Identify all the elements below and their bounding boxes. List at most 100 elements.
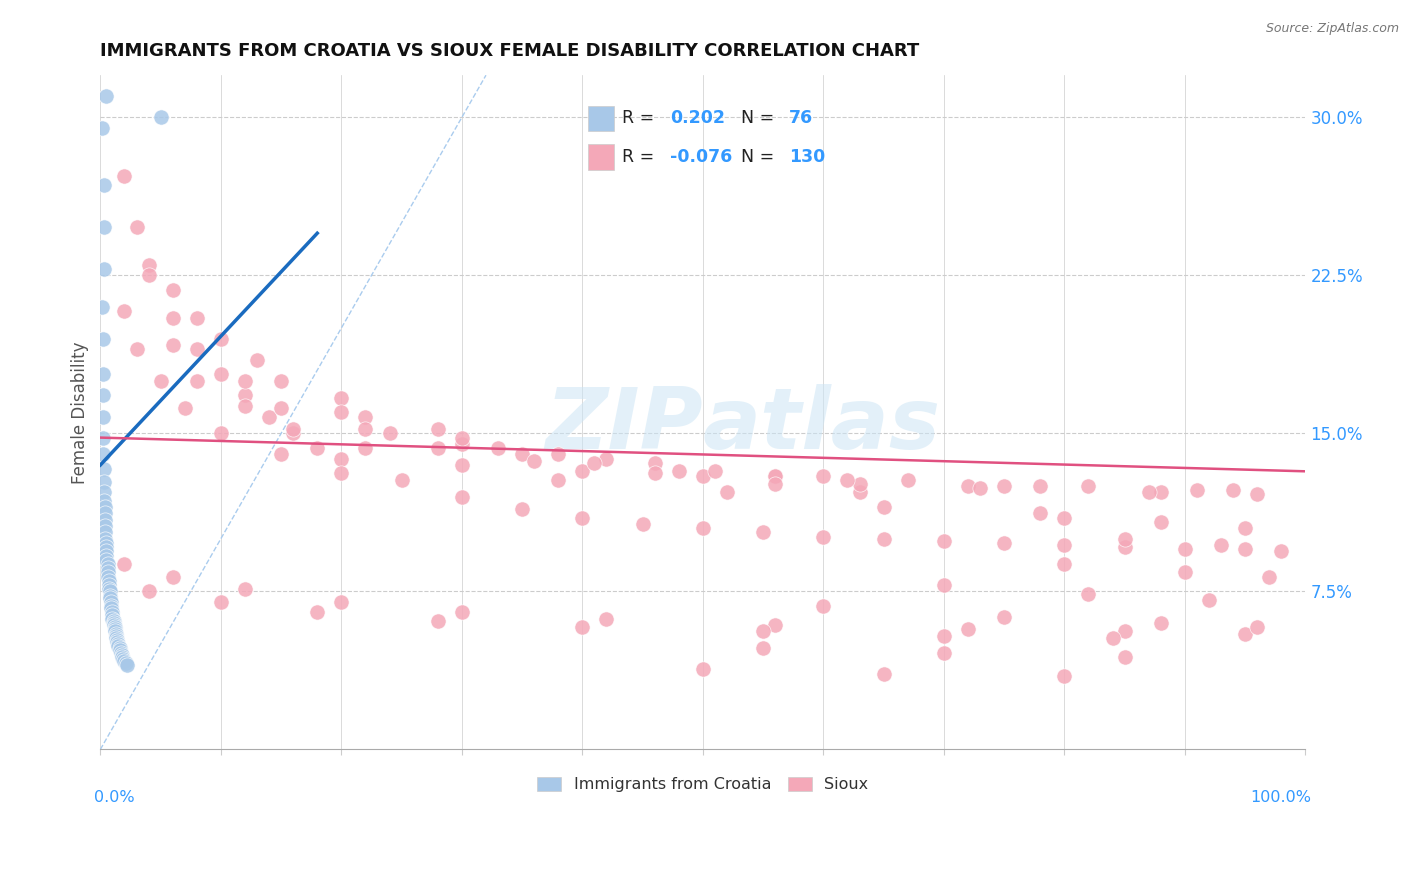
Point	[93, 47, 115, 62]
Text: IMMIGRANTS FROM CROATIA VS SIOUX FEMALE DISABILITY CORRELATION CHART: IMMIGRANTS FROM CROATIA VS SIOUX FEMALE …	[100, 42, 920, 60]
Y-axis label: Female Disability: Female Disability	[72, 341, 89, 483]
Point	[91, 447, 114, 461]
Point	[631, 516, 654, 531]
Point	[1222, 483, 1244, 498]
Point	[354, 422, 377, 436]
Point	[644, 456, 666, 470]
Point	[426, 422, 449, 436]
Point	[1029, 507, 1052, 521]
Point	[93, 219, 115, 234]
Point	[103, 618, 125, 632]
Point	[523, 454, 546, 468]
Point	[1270, 544, 1292, 558]
Point	[114, 656, 136, 670]
Point	[1053, 557, 1076, 571]
Point	[96, 544, 118, 558]
Point	[149, 374, 172, 388]
Point	[956, 623, 979, 637]
Text: atlas: atlas	[703, 384, 941, 467]
Point	[571, 510, 593, 524]
Point	[173, 401, 195, 416]
Point	[1053, 538, 1076, 552]
Point	[209, 332, 232, 346]
Point	[97, 569, 120, 583]
Point	[114, 304, 136, 318]
Point	[97, 557, 120, 571]
Point	[138, 268, 160, 283]
Point	[138, 584, 160, 599]
Point	[107, 639, 129, 653]
Point	[993, 536, 1015, 550]
Point	[595, 612, 617, 626]
Point	[138, 258, 160, 272]
Point	[149, 111, 172, 125]
Point	[233, 399, 256, 413]
Point	[107, 637, 129, 651]
Point	[872, 666, 894, 681]
Point	[1174, 542, 1197, 557]
Text: Source: ZipAtlas.com: Source: ZipAtlas.com	[1265, 22, 1399, 36]
Point	[110, 646, 132, 660]
Point	[257, 409, 280, 424]
Point	[703, 464, 725, 478]
Point	[94, 500, 117, 515]
Point	[90, 300, 112, 314]
Point	[114, 557, 136, 571]
Point	[450, 437, 472, 451]
Point	[91, 368, 114, 382]
Point	[450, 606, 472, 620]
Point	[209, 426, 232, 441]
Point	[97, 566, 120, 580]
Point	[162, 569, 184, 583]
Point	[115, 658, 138, 673]
Point	[837, 473, 859, 487]
Point	[1174, 566, 1197, 580]
Point	[993, 479, 1015, 493]
Point	[486, 441, 509, 455]
Point	[1234, 542, 1257, 557]
Point	[94, 513, 117, 527]
Point	[233, 374, 256, 388]
Point	[848, 485, 870, 500]
Point	[1234, 626, 1257, 640]
Point	[98, 589, 121, 603]
Point	[391, 473, 413, 487]
Point	[571, 620, 593, 634]
Point	[91, 388, 114, 402]
Point	[752, 624, 775, 639]
Point	[510, 447, 533, 461]
Point	[104, 624, 127, 639]
Point	[450, 431, 472, 445]
Point	[233, 582, 256, 597]
Point	[97, 574, 120, 588]
Point	[1258, 569, 1281, 583]
Point	[450, 490, 472, 504]
Point	[1150, 515, 1173, 529]
Point	[763, 477, 786, 491]
Point	[1246, 487, 1268, 501]
Point	[752, 525, 775, 540]
Point	[105, 632, 128, 647]
Point	[1150, 485, 1173, 500]
Point	[94, 532, 117, 546]
Point	[125, 219, 148, 234]
Point	[100, 595, 122, 609]
Point	[93, 262, 115, 277]
Point	[932, 533, 955, 548]
Point	[162, 310, 184, 325]
Point	[547, 473, 569, 487]
Point	[103, 615, 125, 630]
Point	[162, 283, 184, 297]
Legend: Immigrants from Croatia, Sioux: Immigrants from Croatia, Sioux	[531, 771, 875, 798]
Point	[1150, 615, 1173, 630]
Point	[426, 614, 449, 628]
Point	[1077, 479, 1099, 493]
Point	[1029, 479, 1052, 493]
Point	[932, 646, 955, 660]
Point	[103, 614, 125, 628]
Point	[101, 606, 124, 620]
Point	[1077, 586, 1099, 600]
Point	[93, 493, 115, 508]
Point	[91, 431, 114, 445]
Point	[1246, 620, 1268, 634]
